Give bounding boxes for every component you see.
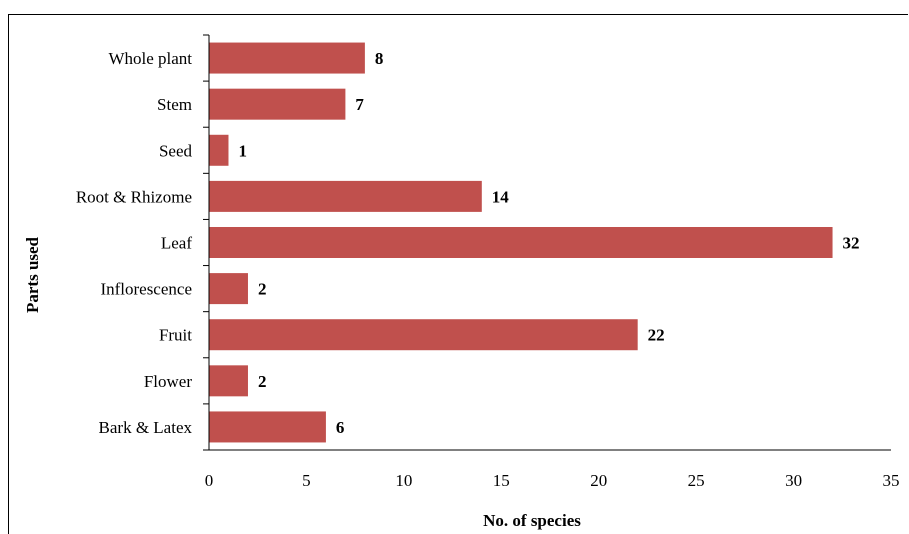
labels-layer: 6 Bark & Latex 2 Flower 22 Fruit 2 Inflorescenc… bbox=[76, 49, 900, 490]
x-tick-label: 25 bbox=[688, 471, 705, 490]
x-tick-label: 30 bbox=[785, 471, 802, 490]
data-label: 8 bbox=[375, 49, 384, 68]
bar bbox=[209, 88, 346, 120]
category-label: Fruit bbox=[159, 326, 192, 345]
bar bbox=[209, 411, 326, 443]
data-label: 2 bbox=[258, 372, 267, 391]
category-label: Leaf bbox=[161, 234, 192, 253]
data-label: 6 bbox=[336, 418, 345, 437]
bar bbox=[209, 134, 229, 166]
category-label: Seed bbox=[159, 141, 193, 160]
x-tick-label: 20 bbox=[590, 471, 607, 490]
y-axis-title: Parts used bbox=[23, 236, 42, 313]
data-label: 22 bbox=[648, 326, 665, 345]
data-label: 32 bbox=[843, 234, 860, 253]
data-label: 1 bbox=[238, 141, 247, 160]
x-axis-title: No. of species bbox=[483, 511, 581, 530]
axes-layer bbox=[203, 34, 891, 451]
data-label: 14 bbox=[492, 187, 510, 206]
category-label: Root & Rhizome bbox=[76, 187, 192, 206]
data-label: 2 bbox=[258, 280, 267, 299]
category-label: Stem bbox=[157, 95, 192, 114]
category-label: Whole plant bbox=[108, 49, 192, 68]
x-tick-label: 10 bbox=[395, 471, 412, 490]
category-label: Bark & Latex bbox=[99, 418, 193, 437]
category-label: Flower bbox=[144, 372, 193, 391]
x-tick-label: 15 bbox=[493, 471, 510, 490]
x-tick-label: 0 bbox=[205, 471, 214, 490]
chart-frame bbox=[8, 14, 908, 534]
bar bbox=[209, 180, 482, 212]
bar bbox=[209, 227, 833, 258]
bar bbox=[209, 365, 248, 397]
x-tick-label: 5 bbox=[302, 471, 311, 490]
x-tick-label: 35 bbox=[883, 471, 900, 490]
bar bbox=[209, 42, 365, 74]
category-label: Inflorescence bbox=[100, 280, 192, 299]
data-label: 7 bbox=[355, 95, 364, 114]
bars-layer bbox=[209, 42, 833, 443]
bar bbox=[209, 273, 248, 305]
bar bbox=[209, 319, 638, 351]
